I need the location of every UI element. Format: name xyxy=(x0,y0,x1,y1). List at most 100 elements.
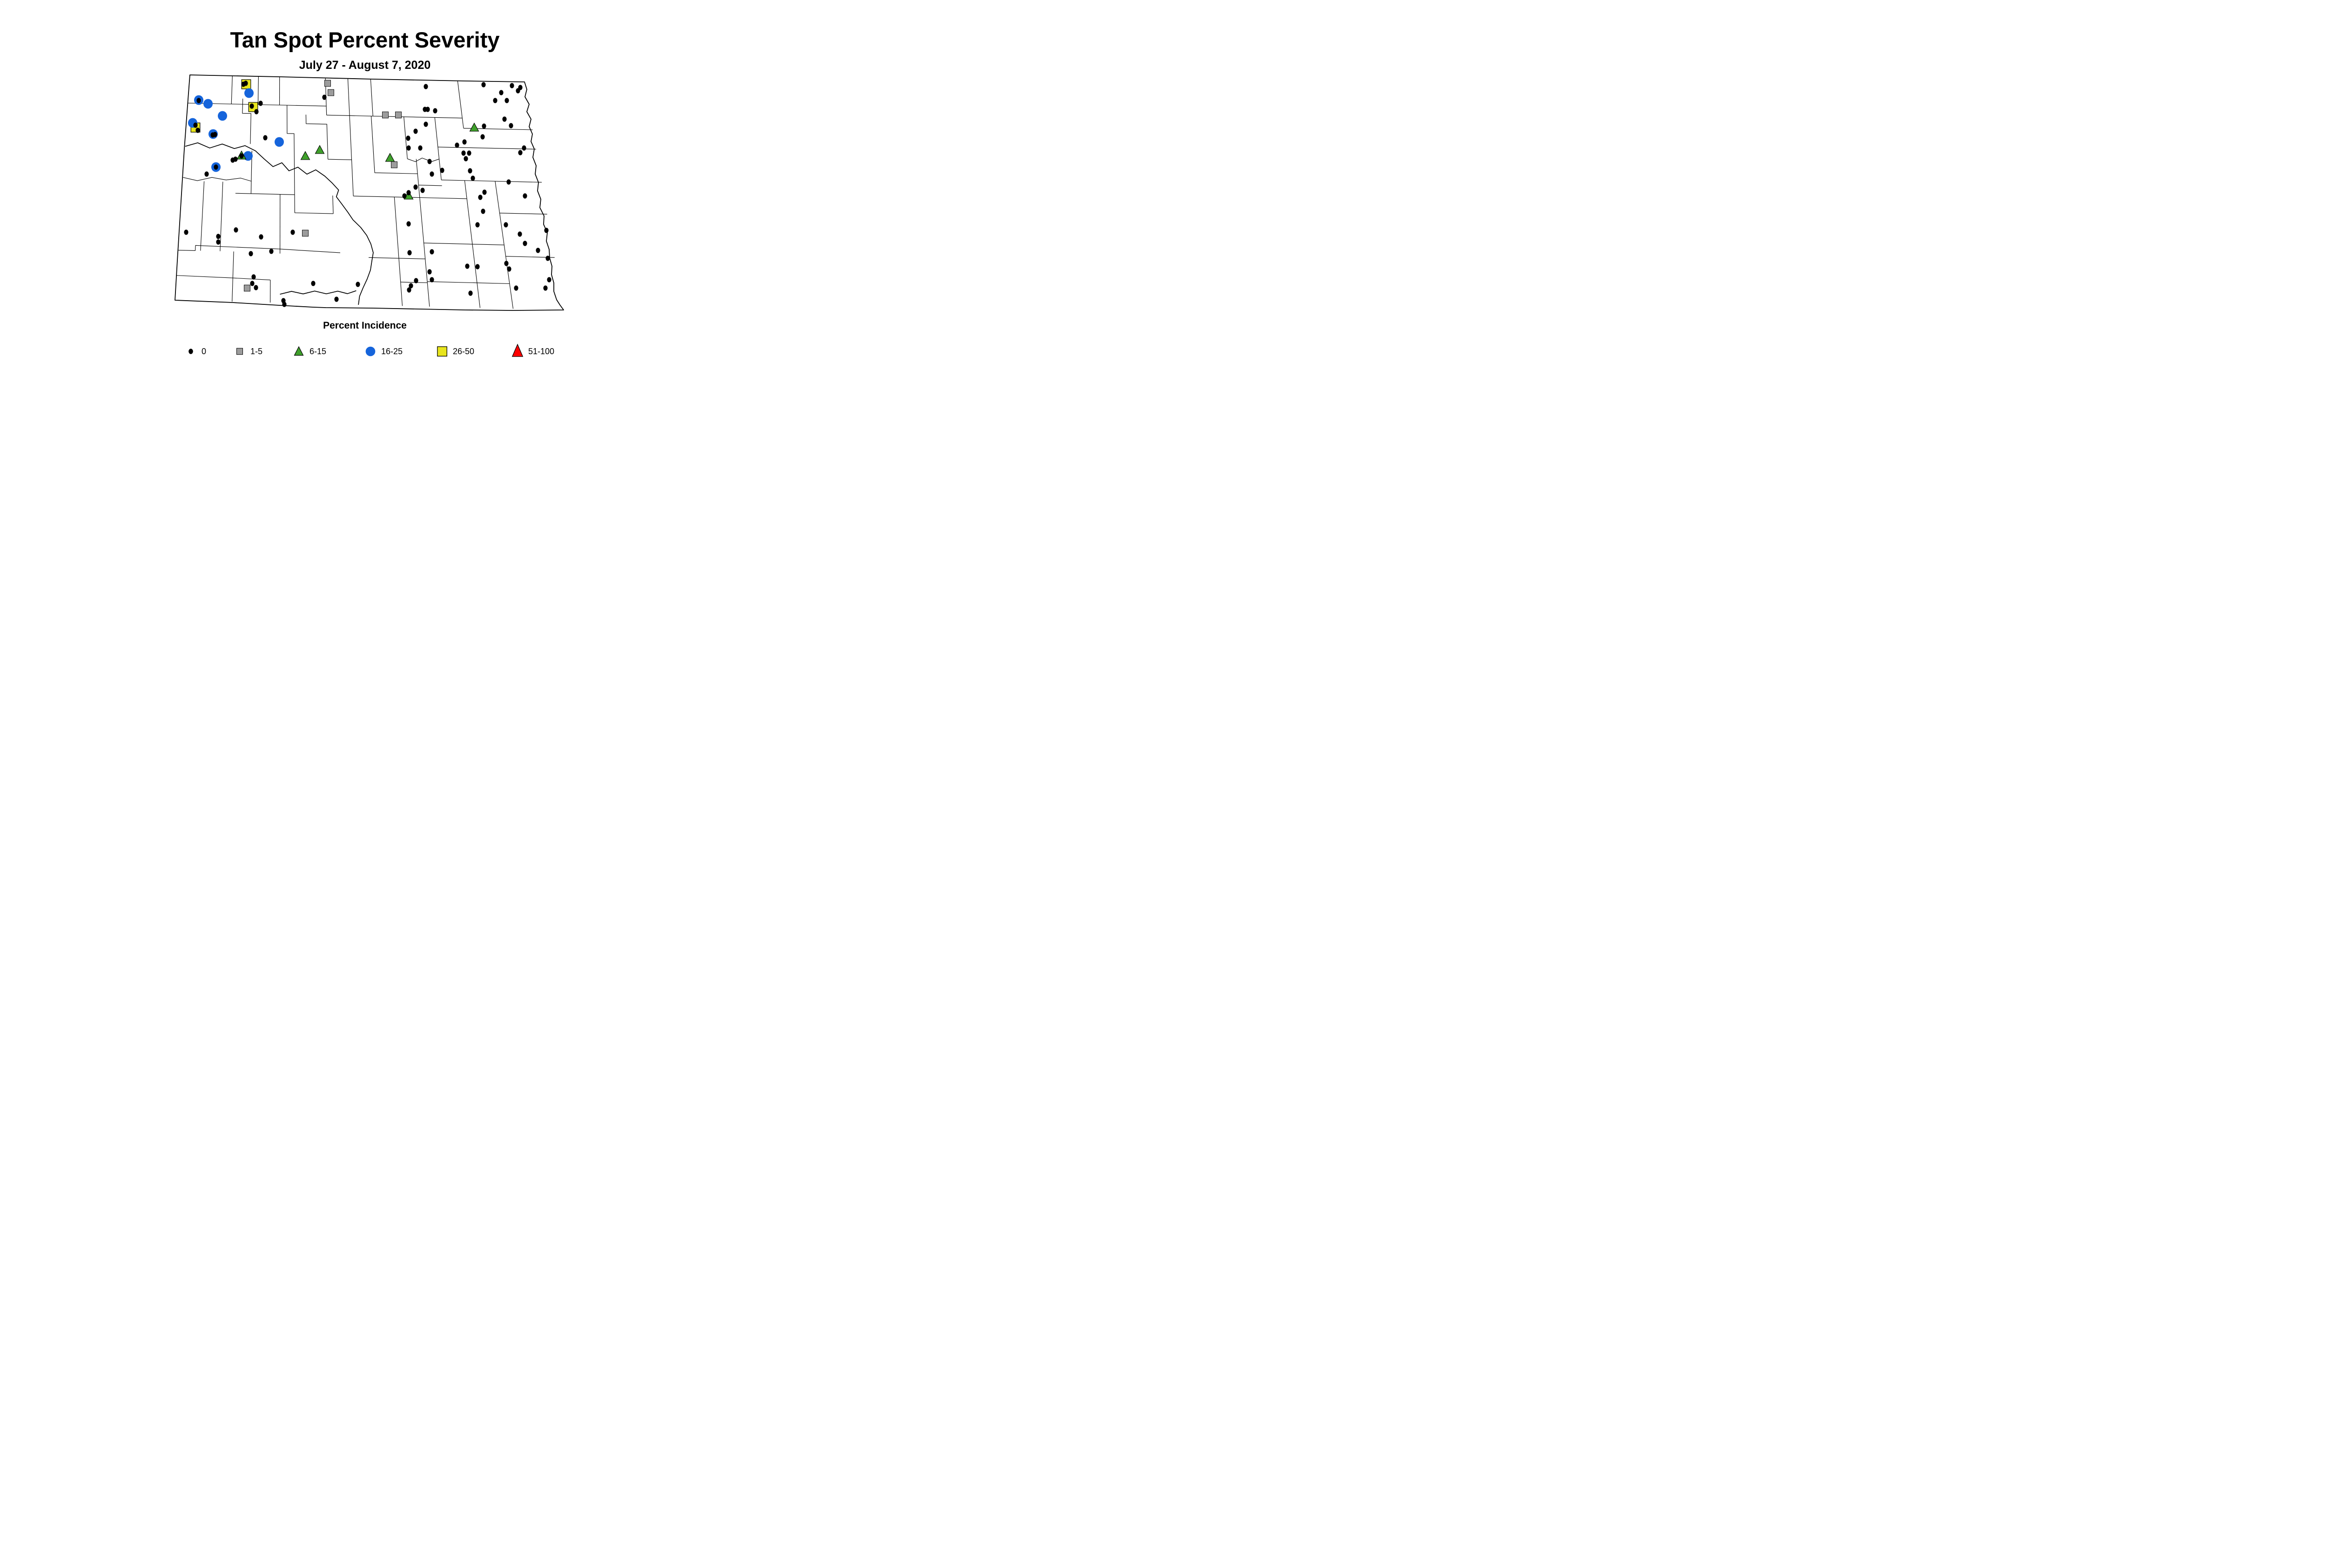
county-line xyxy=(416,159,420,198)
blue-circle-marker xyxy=(275,137,284,147)
county-line xyxy=(176,275,233,278)
zero-dot-marker xyxy=(311,281,316,286)
zero-dot-marker xyxy=(475,222,480,228)
chart-title: Tan Spot Percent Severity xyxy=(230,27,500,52)
zero-dot-marker xyxy=(420,188,425,193)
zero-dot-marker xyxy=(204,171,209,177)
map-figure: Tan Spot Percent Severity July 27 - Augu… xyxy=(0,0,730,381)
zero-dot-marker xyxy=(523,241,527,246)
zero-dot-marker xyxy=(502,116,507,122)
zero-dot-marker xyxy=(518,150,523,155)
zero-dot-marker xyxy=(406,190,411,195)
zero-dot-marker xyxy=(413,128,418,134)
legend-item-26-50: 26-50 xyxy=(434,341,474,362)
zero-dot-marker xyxy=(424,84,428,89)
legend-item-6-15: 6-15 xyxy=(291,341,326,362)
zero-dot-marker xyxy=(259,234,263,240)
county-line xyxy=(375,172,418,174)
county-line xyxy=(235,193,295,195)
county-line xyxy=(404,116,408,159)
state-border xyxy=(175,74,564,311)
zero-dot-marker xyxy=(251,274,256,280)
zero-dot-marker xyxy=(184,229,188,235)
zero-dot-marker xyxy=(461,150,466,156)
zero-dot-marker xyxy=(480,134,485,140)
legend-label-16-25: 16-25 xyxy=(381,346,403,356)
zero-dot-marker xyxy=(509,123,513,128)
zero-dot-marker xyxy=(499,90,504,95)
county-line xyxy=(295,212,334,214)
zero-dot-marker xyxy=(402,193,407,199)
zero-dot-marker xyxy=(214,164,218,170)
county-line xyxy=(477,283,510,284)
zero-dot-marker xyxy=(406,145,411,151)
legend: 0 1-5 6-15 16-25 26-50 xyxy=(0,341,730,362)
zero-dot-marker xyxy=(427,269,432,275)
zero-dot-marker xyxy=(195,128,200,133)
blue-circle-marker xyxy=(244,88,254,98)
chart-subtitle: July 27 - August 7, 2020 xyxy=(299,59,431,72)
legend-label-6-15: 6-15 xyxy=(309,346,327,356)
zero-dot-marker xyxy=(409,283,413,289)
zero-dot-marker xyxy=(233,156,238,162)
county-line xyxy=(394,197,403,306)
county-line xyxy=(200,181,205,251)
zero-dot-marker xyxy=(504,261,509,266)
river-line xyxy=(185,142,374,305)
county-line xyxy=(183,177,252,182)
county-line xyxy=(457,80,464,128)
zero-dot-marker xyxy=(430,249,434,255)
county-line xyxy=(178,245,280,251)
county-line xyxy=(427,281,478,283)
zero-dot-marker xyxy=(406,135,410,141)
zero-dot-marker xyxy=(510,83,514,88)
zero-dot-marker xyxy=(424,121,428,127)
zero-dot-marker xyxy=(440,168,444,173)
zero-dot-marker xyxy=(213,132,217,137)
green-triangle-marker xyxy=(300,151,310,160)
zero-dot-marker xyxy=(547,277,551,283)
zero-dot-marker xyxy=(504,98,509,103)
gray-square-icon xyxy=(236,348,243,355)
green-triangle-icon xyxy=(294,346,304,356)
zero-dot-marker xyxy=(475,264,480,269)
zero-dot-marker xyxy=(481,209,485,214)
legend-label-0: 0 xyxy=(202,346,207,356)
county-line xyxy=(232,251,234,302)
gray-square-marker xyxy=(324,80,331,87)
county-line xyxy=(326,114,463,119)
zero-dot-marker xyxy=(455,142,459,148)
zero-dot-marker xyxy=(507,266,511,272)
county-line xyxy=(424,242,504,245)
zero-dot-marker xyxy=(425,107,430,112)
zero-dot-marker xyxy=(504,222,508,228)
legend-item-51-100: 51-100 xyxy=(510,341,554,362)
zero-dot-marker xyxy=(216,239,221,245)
zero-dot-marker xyxy=(269,249,274,254)
green-triangle-marker xyxy=(315,145,325,154)
zero-dot-marker xyxy=(478,195,483,200)
zero-dot-marker xyxy=(516,88,520,94)
green-triangle-marker xyxy=(469,122,479,132)
zero-dot-marker xyxy=(462,139,467,145)
county-boundaries xyxy=(176,75,555,309)
blue-circle-marker xyxy=(218,111,227,121)
county-line xyxy=(418,185,442,186)
dot-0-icon xyxy=(188,349,193,354)
yellow-square-icon xyxy=(437,346,447,357)
gray-square-marker xyxy=(395,111,402,119)
zero-dot-marker xyxy=(482,189,487,195)
zero-dot-marker xyxy=(254,109,259,114)
county-line xyxy=(441,180,542,183)
zero-dot-marker xyxy=(250,281,255,286)
zero-dot-marker xyxy=(427,159,432,164)
zero-dot-marker xyxy=(290,229,295,235)
county-line xyxy=(398,258,425,259)
county-line xyxy=(407,157,439,162)
legend-item-16-25: 16-25 xyxy=(363,341,403,362)
county-line xyxy=(499,213,547,215)
zero-dot-marker xyxy=(196,98,201,103)
gray-square-marker xyxy=(328,89,334,96)
county-line xyxy=(347,78,350,116)
gray-square-marker xyxy=(391,161,397,168)
